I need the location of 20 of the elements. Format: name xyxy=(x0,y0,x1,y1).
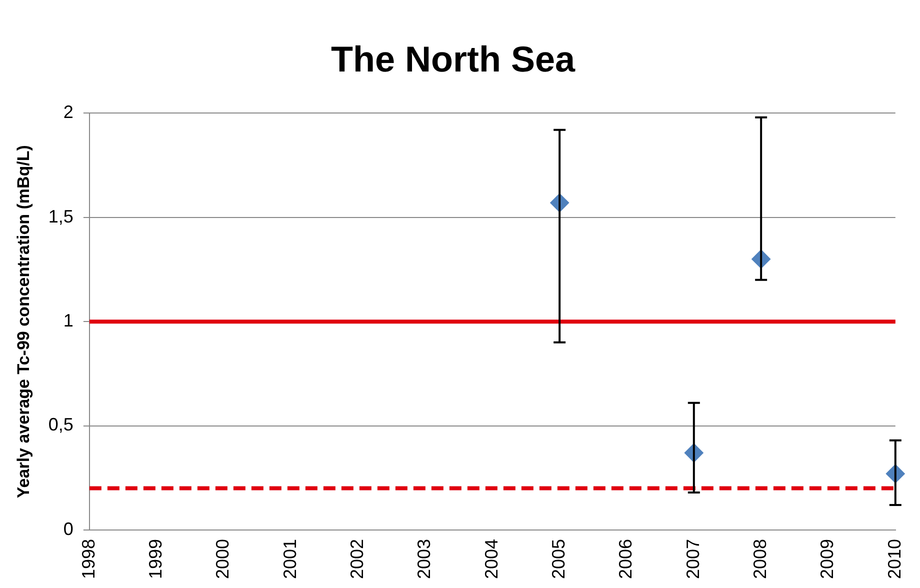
x-tick-label: 2002 xyxy=(347,538,368,580)
x-tick-label: 2010 xyxy=(884,538,904,580)
x-tick-label: 1999 xyxy=(146,538,166,580)
x-tick-label: 2009 xyxy=(817,538,838,580)
y-axis-title: Yearly average Tc-99 concentration (mBq/L) xyxy=(14,145,33,498)
y-tick-label: 0 xyxy=(63,518,74,539)
y-tick-label: 1,5 xyxy=(48,206,74,226)
y-tick-label: 0,5 xyxy=(48,414,74,435)
y-tick-label: 2 xyxy=(63,102,74,122)
x-tick-label: 2003 xyxy=(414,538,434,580)
x-tick-label: 2006 xyxy=(616,538,636,580)
x-tick-label: 2004 xyxy=(481,538,502,580)
x-tick-label: 2001 xyxy=(280,538,300,580)
x-tick-label: 2008 xyxy=(750,538,770,580)
x-tick-label: 1998 xyxy=(78,538,98,580)
chart-title: The North Sea xyxy=(330,38,576,80)
y-tick-label: 1 xyxy=(63,310,74,331)
x-tick-label: 2007 xyxy=(682,538,703,580)
x-tick-label: 2005 xyxy=(548,538,569,580)
x-tick-label: 2000 xyxy=(212,538,233,580)
